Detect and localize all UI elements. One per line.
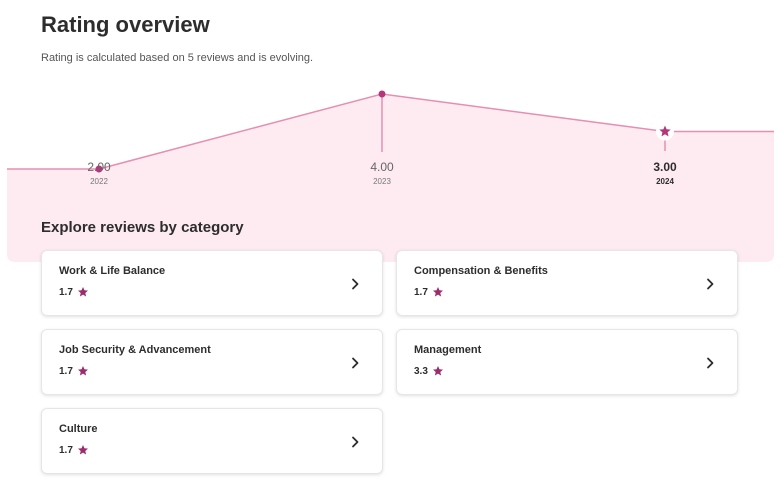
trend-area xyxy=(7,94,774,262)
category-card-title: Culture xyxy=(59,423,98,435)
category-card-rating: 1.7 xyxy=(59,286,89,298)
year-label-2022: 2022 xyxy=(90,177,108,186)
category-card-title: Compensation & Benefits xyxy=(414,265,548,277)
value-label-2024: 3.00 xyxy=(653,160,677,174)
category-card-title: Management xyxy=(414,344,482,356)
category-card-job-security-advancement[interactable]: Job Security & Advancement 1.7 xyxy=(41,329,383,395)
chevron-right-icon xyxy=(707,357,714,369)
page-subtitle: Rating is calculated based on 5 reviews … xyxy=(41,52,314,64)
category-card-title: Job Security & Advancement xyxy=(59,344,211,356)
category-card-compensation-benefits[interactable]: Compensation & Benefits 1.7 xyxy=(396,250,738,316)
data-point-2023 xyxy=(378,90,386,98)
category-rating-value: 1.7 xyxy=(414,286,428,298)
category-card-work-life-balance[interactable]: Work & Life Balance 1.7 xyxy=(41,250,383,316)
category-rating-value: 1.7 xyxy=(59,286,73,298)
chevron-right-icon xyxy=(352,278,359,290)
category-card-culture[interactable]: Culture 1.7 xyxy=(41,408,383,474)
category-card-management[interactable]: Management 3.3 xyxy=(396,329,738,395)
year-label-2024: 2024 xyxy=(656,177,674,186)
page-title: Rating overview xyxy=(41,12,210,37)
star-icon xyxy=(432,366,443,376)
year-label-2023: 2023 xyxy=(373,177,391,186)
data-point-2022 xyxy=(95,165,103,173)
star-icon xyxy=(432,287,443,297)
category-card-rating: 1.7 xyxy=(414,286,444,298)
category-card-rating: 1.7 xyxy=(59,365,89,377)
chevron-right-icon xyxy=(352,357,359,369)
category-card-rating: 3.3 xyxy=(414,365,444,377)
value-label-2023: 4.00 xyxy=(370,160,394,174)
chevron-right-icon xyxy=(707,278,714,290)
rating-trend-chart: 2.00 2022 4.00 2023 3.00 2024 xyxy=(7,90,774,262)
category-card-rating: 1.7 xyxy=(59,444,89,456)
category-card-title: Work & Life Balance xyxy=(59,265,166,277)
star-icon xyxy=(77,445,88,455)
value-label-2022: 2.00 xyxy=(87,160,111,174)
category-rating-value: 3.3 xyxy=(414,365,428,377)
category-rating-value: 1.7 xyxy=(59,444,73,456)
current-rating-star-icon xyxy=(659,125,671,137)
star-icon xyxy=(77,366,88,376)
category-section-heading: Explore reviews by category xyxy=(41,219,244,236)
star-icon xyxy=(77,287,88,297)
category-rating-value: 1.7 xyxy=(59,365,73,377)
chevron-right-icon xyxy=(352,436,359,448)
